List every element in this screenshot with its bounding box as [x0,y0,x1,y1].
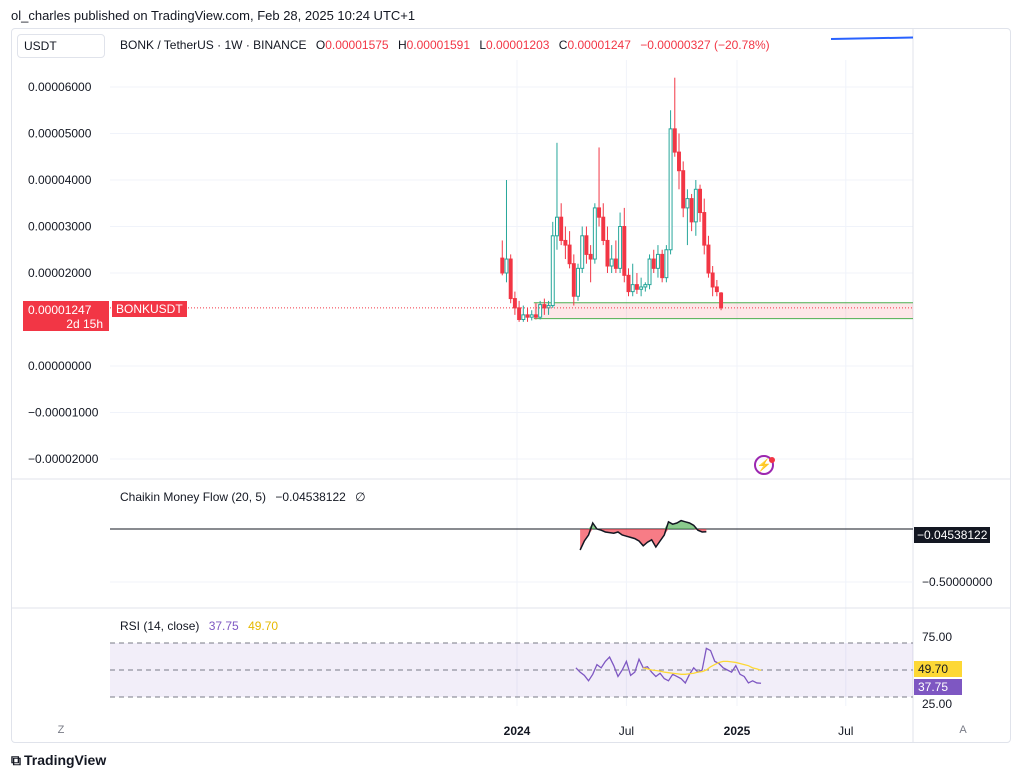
price-tag-countdown: 2d 15h [66,317,103,331]
price-tag: 0.00001247 2d 15h [23,301,109,331]
price-tag-value: 0.00001247 [28,303,92,317]
open-label: O [315,38,326,52]
tradingview-logo-icon: ⧉ [11,752,21,768]
symbol-title: BONK / TetherUS · 1W · BINANCE [120,38,307,52]
close-value: 0.00001247 [567,38,631,52]
tradingview-logo-text: TradingView [24,752,107,768]
low-label: L [479,38,487,52]
auto-scale-button[interactable]: A [959,724,967,736]
price-legend: BONK / TetherUS · 1W · BINANCE O0.000015… [120,38,770,52]
flash-icon[interactable]: ⚡ [754,455,774,475]
cmf-value: −0.04538122 [275,490,346,504]
rsi-lower-label: 25.00 [922,697,953,711]
cmf-current-label: −0.04538122 [914,527,991,543]
low-value: 0.00001203 [486,38,550,52]
close-label: C [558,38,568,52]
publish-header: ol_charles published on TradingView.com,… [11,8,416,23]
high-label: H [397,38,407,52]
chart-frame [11,28,1011,743]
rsi-legend: RSI (14, close) 37.75 49.70 [120,619,278,633]
high-value: 0.00001591 [406,38,471,52]
open-value: 0.00001575 [325,38,389,52]
rsi-ma-tag: 49.70 [914,661,962,677]
change-value: −0.00000327 (−20.78%) [640,38,770,52]
tradingview-logo[interactable]: ⧉ TradingView [11,752,106,769]
rsi-value-tag: 37.75 [914,679,962,695]
symbol-tag: BONKUSDT [112,301,187,317]
currency-selector[interactable]: USDT [17,34,105,58]
rsi-value: 37.75 [208,619,239,633]
cmf-hide-icon: ∅ [355,490,366,504]
cmf-title: Chaikin Money Flow (20, 5) [120,490,267,504]
rsi-title: RSI (14, close) [120,619,200,633]
rsi-upper-label: 75.00 [922,630,953,644]
rsi-ma-value: 49.70 [248,619,279,633]
zoom-button[interactable]: Z [57,724,65,736]
notification-dot [769,457,775,463]
cmf-legend: Chaikin Money Flow (20, 5) −0.04538122 ∅ [120,490,366,504]
cmf-axis-label: −0.50000000 [922,575,993,589]
